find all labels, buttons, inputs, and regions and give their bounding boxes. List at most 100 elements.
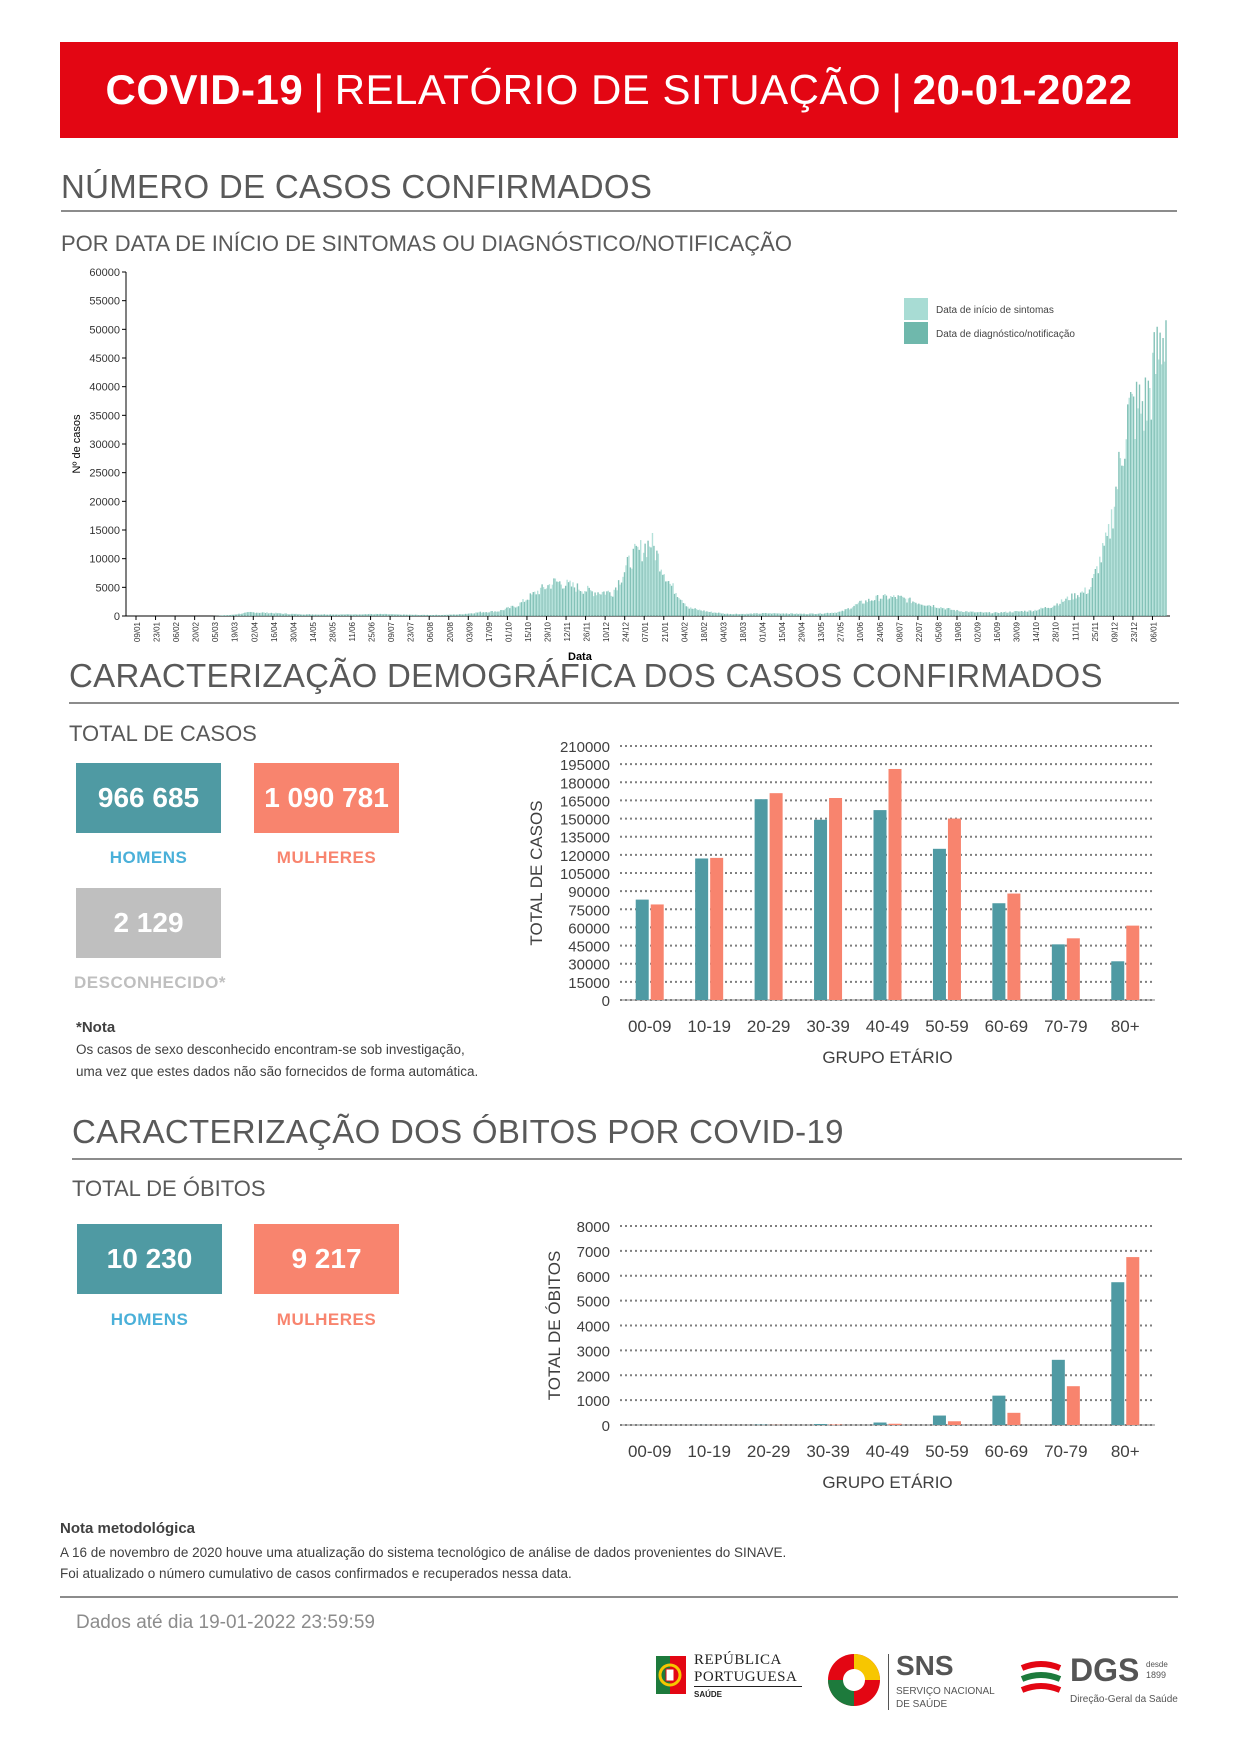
legend-label-notification: Data de diagnóstico/notificação [936,329,1075,340]
x-tick-label: 01/04 [759,621,768,642]
x-tick-label: 30-39 [806,1442,849,1461]
section-demographics-rule [69,702,1179,704]
y-tick-label: 5000 [96,582,120,594]
y-tick-label: 150000 [560,812,610,829]
x-tick-label: 16/04 [270,621,279,642]
y-tick-label: 0 [114,611,120,623]
x-tick-label: 60-69 [985,1442,1028,1461]
dgs-emblem-icon [1020,1661,1062,1693]
x-tick-label: 28/10 [1052,621,1061,642]
x-tick-label: 30/04 [289,621,298,642]
x-tick-label: 50-59 [925,1442,968,1461]
bar-men [754,799,768,1000]
bar-men [932,1415,946,1425]
methodology-title: Nota metodológica [60,1520,196,1537]
x-tick-label: 23/01 [153,621,162,642]
x-tick-label: 40-49 [866,1442,909,1461]
x-tick-label: 10-19 [687,1017,730,1036]
x-tick-label: 04/03 [719,621,728,642]
bar-women [947,1421,961,1425]
x-tick-label: 70-79 [1044,1017,1087,1036]
legend-swatch-symptoms [904,298,928,320]
x-tick-label: 28/05 [328,621,337,642]
x-tick-label: 80+ [1111,1442,1140,1461]
x-tick-label: 06/01 [1149,621,1158,642]
logo1-line3: SAÚDE [694,1690,723,1699]
x-tick-label: 08/07 [895,621,904,642]
bar-women [1126,1257,1140,1425]
x-tick-label: 60-69 [985,1017,1028,1036]
sns-logo: SNS SERVIÇO NACIONAL DE SAÚDE [826,1650,996,1714]
y-tick-label: 105000 [560,866,610,883]
bar-men [814,819,828,1000]
x-tick-label: 22/07 [915,621,924,642]
y-tick-label: 210000 [560,739,610,756]
y-tick-label: 120000 [560,848,610,865]
bar-men [1111,961,1125,1000]
bar-men [1051,944,1065,1000]
x-tick-label: 80+ [1111,1017,1140,1036]
methodology-line2: Foi atualizado o número cumulativo de ca… [60,1566,572,1581]
x-tick-label: 11/11 [1071,621,1080,640]
x-tick-label: 26/11 [583,621,592,641]
x-tick-label: 20/08 [446,621,455,642]
data-cutoff-date: Dados até dia 19-01-2022 23:59:59 [76,1612,375,1633]
x-tick-label: 19/03 [231,621,240,642]
y-tick-label: 2000 [577,1368,610,1385]
y-tick-label: 25000 [89,468,120,480]
banner-sep1: | [313,66,325,113]
bar-men [992,903,1006,1000]
y-tick-label: 55000 [89,296,120,308]
bar-women [1066,938,1080,1000]
x-tick-label: 05/03 [211,621,220,642]
x-tick-label: 13/05 [817,621,826,642]
y-tick-label: 165000 [560,793,610,810]
republica-portuguesa-logo: REPÚBLICA PORTUGUESA SAÚDE [654,1650,804,1710]
x-tick-label: 30/09 [1013,621,1022,642]
x-tick-label: 15/10 [524,621,533,642]
banner-covid: COVID-19 [105,66,304,113]
bar-men [695,858,709,1000]
women-deaths-box: 9 217 [254,1224,399,1294]
logo2-line2: DE SAÚDE [896,1699,948,1710]
x-tick-label: 09/12 [1110,621,1119,642]
y-tick-label: 30000 [89,439,120,451]
bar-women [888,1423,902,1425]
men-cases-box: 966 685 [76,763,221,833]
x-tick-label: 10-19 [687,1442,730,1461]
x-tick-label: 04/02 [680,621,689,642]
y-axis-label: Nº de casos [71,414,83,474]
y-tick-label: 50000 [89,324,120,336]
logo3-since2: 1899 [1146,1670,1167,1680]
x-tick-label: 29/04 [798,621,807,642]
x-tick-label: 24/06 [876,621,885,642]
y-tick-label: 30000 [568,957,610,974]
section-cases-title: NÚMERO DE CASOS CONFIRMADOS [61,168,653,205]
x-tick-label: 23/07 [407,621,416,642]
methodology-line1: A 16 de novembro de 2020 houve uma atual… [60,1545,787,1560]
women-cases-box: 1 090 781 [254,763,399,833]
bar-women [888,768,902,1000]
y-axis-label: TOTAL DE ÓBITOS [545,1251,564,1401]
x-tick-label: 11/06 [348,621,357,641]
y-tick-label: 195000 [560,757,610,774]
bar-women [650,904,664,1000]
x-axis-label: GRUPO ETÁRIO [822,1048,952,1067]
x-tick-label: 18/03 [739,621,748,642]
banner-date: 20-01-2022 [912,66,1133,113]
section-deaths-title: CARACTERIZAÇÃO DOS ÓBITOS POR COVID-19 [72,1113,844,1150]
bar-women [829,798,843,1000]
y-tick-label: 7000 [577,1244,610,1261]
x-tick-label: 20-29 [747,1442,790,1461]
bar-men [932,848,946,1000]
epidemic-curve-chart: 0 5000 10000 15000 20000 25000 30000 35000 40000… [71,267,1170,663]
men-cases-label: HOMENS [109,848,188,867]
x-tick-label: 00-09 [628,1442,671,1461]
x-tick-label: 24/12 [622,621,631,642]
x-tick-label: 25/06 [368,621,377,642]
note-title: *Nota [76,1019,116,1036]
x-tick-label: 70-79 [1044,1442,1087,1461]
section-deaths-rule [72,1158,1182,1160]
logo2-title: SNS [896,1650,954,1681]
